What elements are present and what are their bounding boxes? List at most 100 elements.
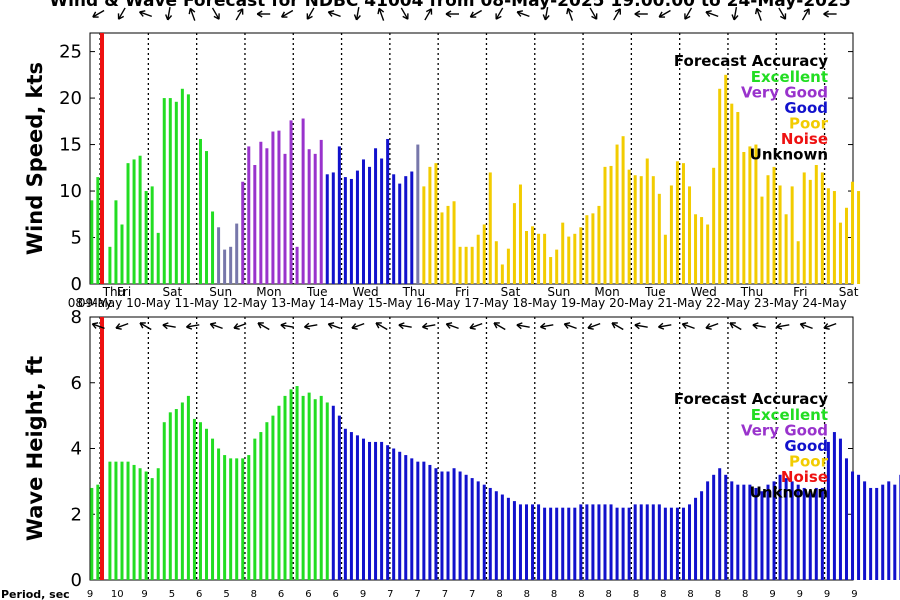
wind-bar <box>603 166 607 284</box>
wind-direction-arrow-icon <box>377 7 385 21</box>
wind-bar <box>374 148 378 284</box>
wave-bar <box>470 478 474 580</box>
wave-bar <box>627 507 631 580</box>
wave-bar <box>343 428 347 580</box>
legend-title: Forecast Accuracy <box>674 390 828 408</box>
day-name-label: Sat <box>501 285 521 299</box>
arrow-head <box>377 7 385 15</box>
wave-bar <box>561 507 565 580</box>
wind-bar <box>180 88 184 285</box>
wave-bar <box>591 504 595 580</box>
wind-bar <box>313 153 317 284</box>
wave-direction-arrow-icon <box>493 322 506 331</box>
day-name-label: Tue <box>644 285 666 299</box>
wind-bar <box>633 175 637 284</box>
arrow-shaft <box>257 322 270 331</box>
wave-bar <box>482 484 486 580</box>
arrow-shaft <box>516 11 530 18</box>
wind-bar <box>525 231 528 284</box>
wind-direction-arrow-icon <box>542 6 550 21</box>
wave-bar <box>307 392 311 580</box>
wave-bar <box>669 507 673 580</box>
wave-direction-arrow-icon <box>186 322 200 330</box>
wind-bar <box>235 223 239 284</box>
arrow-shaft <box>778 7 787 20</box>
wind-bar <box>857 191 861 284</box>
wind-bar <box>265 148 269 284</box>
wave-bar <box>398 451 402 580</box>
wind-direction-arrow-icon <box>658 9 671 18</box>
wave-bar <box>754 487 758 580</box>
arrow-head <box>611 322 618 329</box>
wave-direction-arrow-icon <box>658 322 672 330</box>
wind-bar <box>754 144 758 284</box>
wave-direction-arrow-icon <box>469 322 483 330</box>
wind-bar <box>700 217 704 284</box>
arrow-shaft <box>587 322 601 329</box>
wave-bar <box>410 458 414 580</box>
arrow-shaft <box>304 324 318 328</box>
wave-bar <box>120 461 124 580</box>
wave-bar <box>537 504 541 580</box>
wind-direction-arrow-icon <box>117 7 126 20</box>
date-label: 24-May <box>802 296 846 310</box>
arrow-shaft <box>167 6 171 21</box>
wave-bar <box>198 422 202 580</box>
wind-bar <box>120 224 124 284</box>
wind-direction-arrow-icon <box>634 10 648 18</box>
wind-bar <box>361 159 365 284</box>
wind-bar <box>301 118 305 284</box>
wind-bar <box>766 175 770 284</box>
wind-bar <box>573 233 577 284</box>
period-value: 9 <box>797 589 803 600</box>
wind-direction-arrow-icon <box>256 10 271 18</box>
wave-bar <box>337 415 341 580</box>
wave-bar <box>543 507 547 580</box>
wave-bar <box>416 461 420 580</box>
wave-bar <box>156 468 160 580</box>
wave-bar <box>174 409 178 580</box>
wind-bar <box>760 196 764 284</box>
wave-bar <box>633 504 637 580</box>
arrow-shaft <box>162 324 176 328</box>
day-name-label: Thu <box>402 285 426 299</box>
arrow-head <box>91 322 99 329</box>
wave-bar <box>863 481 867 580</box>
wind-bar <box>259 141 263 284</box>
wave-bar <box>869 487 873 580</box>
wind-direction-arrow-icon <box>684 7 693 20</box>
period-value: 9 <box>824 589 830 600</box>
wave-bar <box>639 504 643 580</box>
wind-bar <box>796 241 800 284</box>
arrow-head <box>563 322 571 329</box>
wave-direction-arrow-icon <box>91 322 105 330</box>
wave-bar <box>844 458 848 580</box>
arrow-head <box>445 322 453 329</box>
date-label: 14-May <box>319 296 363 310</box>
wind-bar <box>730 103 734 284</box>
legend-item: Unknown <box>750 146 828 164</box>
wind-bar <box>470 246 474 284</box>
arrow-shaft <box>211 7 220 20</box>
wind-bar <box>718 88 722 285</box>
arrow-head <box>493 322 500 329</box>
wave-bar <box>657 504 661 580</box>
wind-bar <box>844 207 848 284</box>
wind-bar <box>561 222 565 284</box>
wind-bar <box>500 264 504 284</box>
arrow-head <box>658 322 665 330</box>
wind-direction-arrow-icon <box>778 7 787 20</box>
wave-direction-arrow-icon <box>823 322 837 330</box>
arrow-shaft <box>567 8 574 21</box>
date-label: 20-May <box>609 296 653 310</box>
date-label: 13-May <box>271 296 315 310</box>
arrow-shaft <box>375 322 388 331</box>
wave-direction-arrow-icon <box>587 322 601 330</box>
wind-bar <box>567 236 571 284</box>
date-label: 22-May <box>706 296 750 310</box>
wind-bar <box>331 172 335 284</box>
period-value: 5 <box>169 589 175 600</box>
arrow-shaft <box>378 8 385 21</box>
wind-bar <box>253 165 257 284</box>
wind-bar <box>132 159 136 284</box>
